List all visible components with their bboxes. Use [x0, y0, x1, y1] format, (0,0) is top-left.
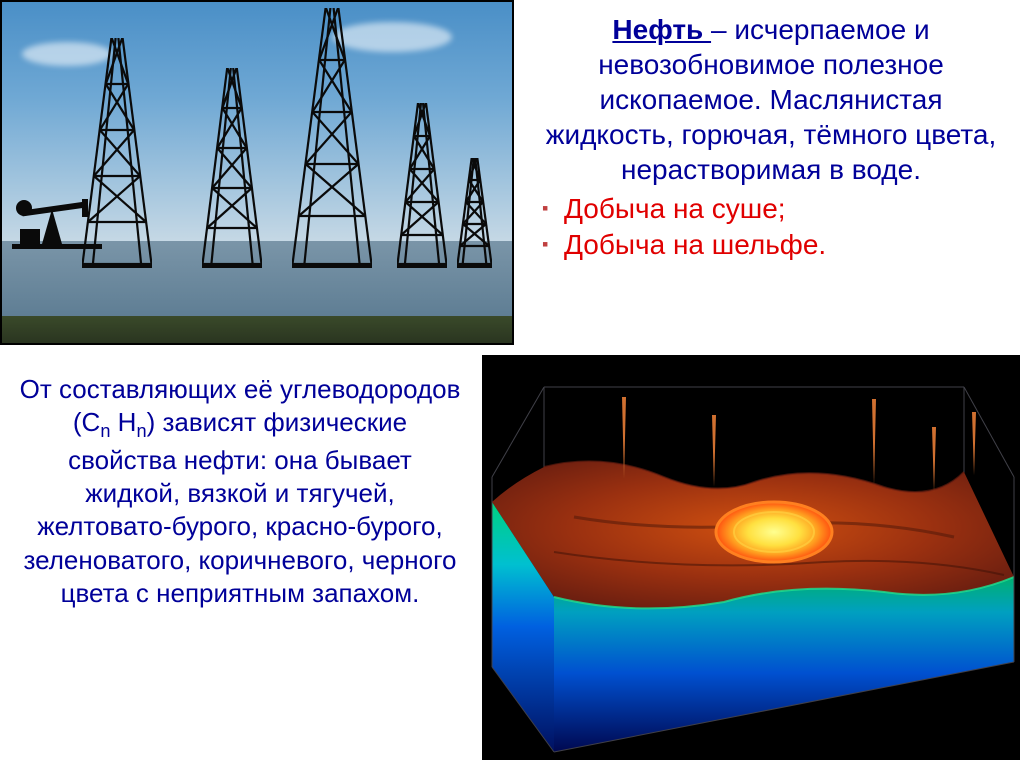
formula-subscript: n	[136, 421, 146, 441]
definition-block: Нефть – исчерпаемое и невозобновимое пол…	[518, 0, 1024, 345]
geo-scene	[484, 357, 1018, 758]
geological-3d-image	[482, 355, 1020, 760]
properties-text-post: ) зависят физические свойства нефти: она…	[24, 407, 457, 608]
derrick-silhouette	[202, 68, 262, 268]
formula-subscript: n	[100, 421, 110, 441]
pumpjack-silhouette	[12, 194, 102, 254]
formula-mid: H	[110, 407, 136, 437]
oil-scene	[2, 2, 512, 343]
definition-paragraph: Нефть – исчерпаемое и невозобновимое пол…	[536, 12, 1006, 187]
derrick-silhouette	[292, 8, 372, 268]
list-item-label: Добыча на суше;	[564, 193, 786, 224]
list-item: Добыча на суше;	[564, 191, 1006, 227]
definition-title: Нефть	[612, 14, 711, 45]
oil-derricks-image	[0, 0, 514, 345]
shore	[2, 316, 512, 343]
derrick-silhouette	[457, 158, 492, 268]
list-item-label: Добыча на шельфе.	[564, 229, 826, 260]
derrick-silhouette	[397, 103, 447, 268]
properties-block: От составляющих её углеводородов (Сn Hn)…	[0, 365, 480, 618]
extraction-list: Добыча на суше; Добыча на шельфе.	[536, 191, 1006, 264]
list-item: Добыча на шельфе.	[564, 227, 1006, 263]
properties-paragraph: От составляющих её углеводородов (Сn Hn)…	[18, 373, 462, 610]
